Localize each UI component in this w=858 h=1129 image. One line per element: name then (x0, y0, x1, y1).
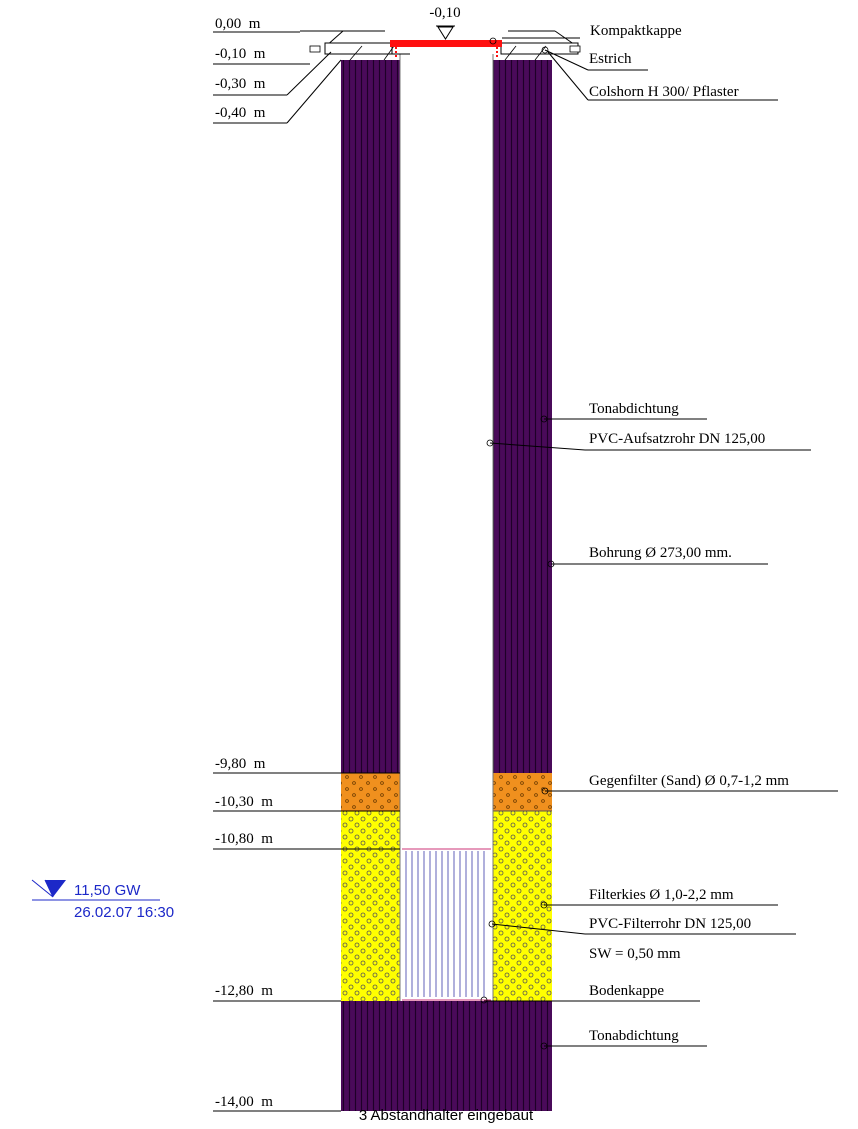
groundwater-marker: 11,50 GW 26.02.07 16:30 (31, 879, 174, 921)
surface-cap (300, 25, 581, 61)
annotation-bohrung: Bohrung Ø 273,00 mm. (547, 545, 768, 568)
depth-label: -0,10 m (215, 46, 266, 62)
annotation-kompaktkappe-label: Kompaktkappe (590, 23, 682, 39)
annotation-aufsatzrohr: PVC-Aufsatzrohr DN 125,00 (486, 431, 811, 451)
clay-seal-upper-left (341, 60, 400, 773)
annotation-colshorn-label: Colshorn H 300/ Pflaster (589, 84, 739, 100)
depth-label: -10,80 m (215, 831, 273, 847)
groundwater-level-label: 11,50 GW (74, 882, 141, 899)
footer-note: 3 Abstandhalter eingebaut (359, 1107, 534, 1124)
annotation-slot-width-label: SW = 0,50 mm (589, 946, 681, 962)
annotation-gegenfilter-label: Gegenfilter (Sand) Ø 0,7-1,2 mm (589, 773, 789, 789)
groundwater-date-label: 26.02.07 16:30 (74, 904, 174, 921)
filter-screen (402, 848, 491, 1001)
depth-leader-slant (286, 51, 332, 96)
top-level-marker: -0,10 (429, 5, 460, 21)
annotation-estrich-label: Estrich (589, 51, 632, 67)
annotation-aufsatzrohr-label: PVC-Aufsatzrohr DN 125,00 (589, 431, 765, 447)
annotation-tonabdichtung-top-label: Tonabdichtung (589, 401, 679, 417)
sand-filter-right (493, 773, 552, 811)
depth-label: -0,30 m (215, 76, 266, 92)
depth-labels: 0,00 m -0,10 m -0,30 m -0,40 m -9,80 m -10,30… (213, 16, 400, 1112)
depth-label: -12,80 m (215, 983, 273, 999)
annotation-filterrohr: PVC-Filterrohr DN 125,00 SW = 0,50 mm (488, 916, 796, 962)
annotation-filterkies: Filterkies Ø 1,0-2,2 mm (540, 887, 778, 909)
annotation-filterrohr-label: PVC-Filterrohr DN 125,00 (589, 916, 751, 932)
depth-label: -14,00 m (215, 1094, 273, 1110)
annotation-bohrung-label: Bohrung Ø 273,00 mm. (589, 545, 732, 561)
annotation-tonabdichtung-top: Tonabdichtung (540, 401, 707, 423)
casing-pipe (400, 54, 493, 1001)
annotation-filterkies-label: Filterkies Ø 1,0-2,2 mm (589, 887, 734, 903)
sand-filter-left (341, 773, 400, 811)
annotation-bodenkappe-label: Bodenkappe (589, 983, 664, 999)
depth-label: 0,00 m (215, 16, 261, 32)
depth-leader-slant (286, 59, 342, 124)
depth-label: -10,30 m (215, 794, 273, 810)
gravel-filter-left (341, 811, 400, 1001)
clay-seal-bottom (341, 1001, 552, 1111)
annotation-tonabdichtung-bottom-label: Tonabdichtung (589, 1028, 679, 1044)
annotation-colshorn: Colshorn H 300/ Pflaster (547, 51, 778, 101)
kompaktkappe-cap (390, 40, 502, 47)
left-annulus (341, 60, 400, 1001)
annotation-bodenkappe: Bodenkappe (480, 983, 700, 1004)
right-annulus (493, 60, 552, 1001)
annotation-tonabdichtung-bottom: Tonabdichtung (540, 1028, 707, 1050)
annotation-estrich: Estrich (544, 49, 648, 71)
depth-label: -9,80 m (215, 756, 266, 772)
depth-label: -0,40 m (215, 105, 266, 121)
gravel-filter-right (493, 811, 552, 1001)
annotation-kompaktkappe: Kompaktkappe (502, 23, 682, 39)
annotation-gegenfilter: Gegenfilter (Sand) Ø 0,7-1,2 mm (541, 773, 838, 795)
